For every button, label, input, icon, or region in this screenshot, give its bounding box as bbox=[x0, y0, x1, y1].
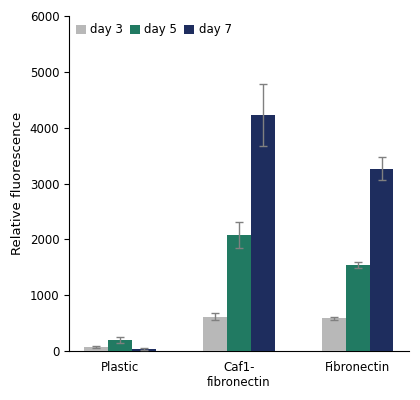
Y-axis label: Relative fluorescence: Relative fluorescence bbox=[11, 112, 24, 255]
Bar bbox=[84, 347, 108, 351]
Bar bbox=[227, 235, 251, 351]
Bar bbox=[346, 265, 370, 351]
Bar bbox=[132, 349, 156, 351]
Bar bbox=[251, 115, 275, 351]
Legend: day 3, day 5, day 7: day 3, day 5, day 7 bbox=[73, 20, 235, 40]
Bar bbox=[370, 168, 394, 351]
Bar bbox=[108, 340, 132, 351]
Bar bbox=[322, 318, 346, 351]
Bar bbox=[203, 316, 227, 351]
